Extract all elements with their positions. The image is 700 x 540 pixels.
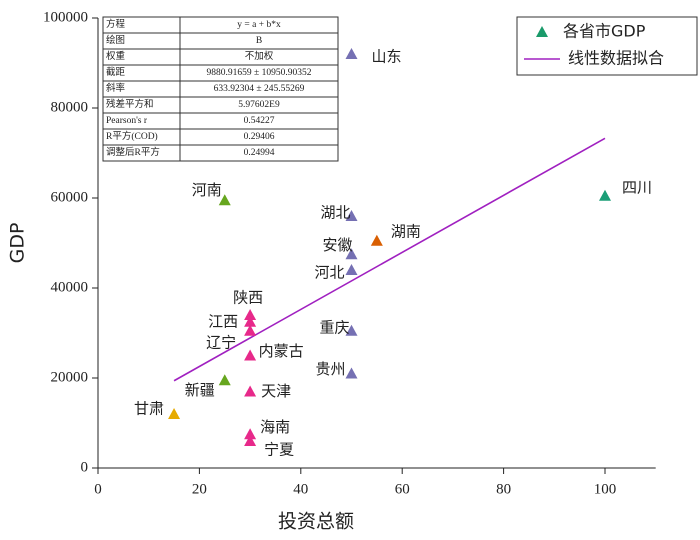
x-tick-label: 80 bbox=[496, 481, 511, 497]
point bbox=[244, 324, 257, 336]
table-cell: 633.92304 ± 245.55269 bbox=[214, 84, 305, 94]
point-label: 湖北 bbox=[320, 204, 350, 222]
y-tick-label: 40000 bbox=[51, 279, 89, 295]
table-cell: 0.54227 bbox=[244, 116, 275, 126]
point bbox=[345, 248, 358, 260]
fit-line bbox=[173, 137, 606, 382]
point bbox=[244, 309, 257, 320]
legend bbox=[516, 16, 698, 76]
y-tick-label: 60000 bbox=[51, 189, 89, 205]
point-label: 安徽 bbox=[322, 236, 352, 254]
legend-label: 线性数据拟合 bbox=[568, 49, 664, 68]
point bbox=[345, 324, 358, 336]
stats-table bbox=[102, 16, 339, 162]
table-cell: 残差平方和 bbox=[106, 98, 154, 110]
point-label: 江西 bbox=[208, 312, 238, 330]
table-cell: 绘图 bbox=[106, 34, 125, 46]
point-label: 内蒙古 bbox=[259, 342, 304, 360]
point-label: 新疆 bbox=[185, 381, 215, 399]
y-tick-label: 20000 bbox=[51, 369, 89, 385]
point bbox=[218, 194, 231, 206]
table-cell: y = a + b*x bbox=[237, 20, 281, 30]
x-tick-label: 20 bbox=[192, 481, 207, 497]
legend-symbol bbox=[536, 26, 548, 37]
point-label: 甘肃 bbox=[134, 400, 164, 418]
table-cell: 调整后R平方 bbox=[106, 146, 160, 158]
point bbox=[168, 408, 181, 419]
point-label: 重庆 bbox=[319, 318, 349, 336]
point bbox=[244, 428, 257, 440]
point-label: 河北 bbox=[314, 264, 344, 282]
point-label: 天津 bbox=[261, 382, 291, 400]
x-tick-label: 0 bbox=[94, 481, 102, 497]
x-axis-title: 投资总额 bbox=[278, 511, 354, 533]
table-cell: B bbox=[256, 36, 262, 46]
point-label: 海南 bbox=[260, 418, 290, 436]
point-label: 四川 bbox=[622, 178, 652, 196]
point bbox=[345, 48, 358, 59]
point bbox=[345, 210, 358, 221]
point-label: 湖南 bbox=[391, 222, 421, 240]
point-label: 贵州 bbox=[315, 360, 345, 378]
table-cell: Pearson's r bbox=[106, 116, 148, 126]
x-tick-label: 60 bbox=[395, 481, 410, 497]
point-label: 陕西 bbox=[233, 289, 263, 307]
x-tick-label: 100 bbox=[594, 481, 617, 497]
table-cell: 截距 bbox=[106, 66, 126, 78]
table-cell: R平方(COD) bbox=[106, 130, 158, 142]
point bbox=[244, 385, 257, 397]
x-tick-label: 40 bbox=[293, 481, 308, 497]
point bbox=[345, 264, 358, 275]
point bbox=[244, 349, 257, 361]
point bbox=[218, 374, 231, 386]
y-tick-label: 0 bbox=[81, 459, 89, 475]
point-label: 山东 bbox=[372, 48, 402, 66]
table-cell: 0.24994 bbox=[244, 148, 275, 158]
table-cell: 斜率 bbox=[106, 82, 126, 94]
point bbox=[370, 234, 383, 246]
table-cell: 权重 bbox=[106, 50, 126, 62]
point bbox=[244, 315, 257, 327]
y-axis-title: GDP bbox=[7, 223, 29, 264]
point bbox=[345, 367, 358, 379]
y-tick-label: 100000 bbox=[43, 9, 88, 25]
table-cell: 0.29406 bbox=[244, 132, 275, 142]
table-cell: 方程 bbox=[106, 18, 126, 30]
table-cell: 不加权 bbox=[245, 50, 274, 62]
y-tick-label: 80000 bbox=[51, 99, 89, 115]
point bbox=[244, 435, 257, 446]
point-label: 宁夏 bbox=[264, 441, 294, 459]
table-cell: 9880.91659 ± 10950.90352 bbox=[207, 68, 312, 78]
point bbox=[599, 189, 611, 201]
point-label: 辽宁 bbox=[206, 333, 236, 351]
legend-label: 各省市GDP bbox=[563, 22, 646, 41]
point-label: 河南 bbox=[192, 181, 222, 199]
table-cell: 5.97602E9 bbox=[238, 100, 280, 110]
